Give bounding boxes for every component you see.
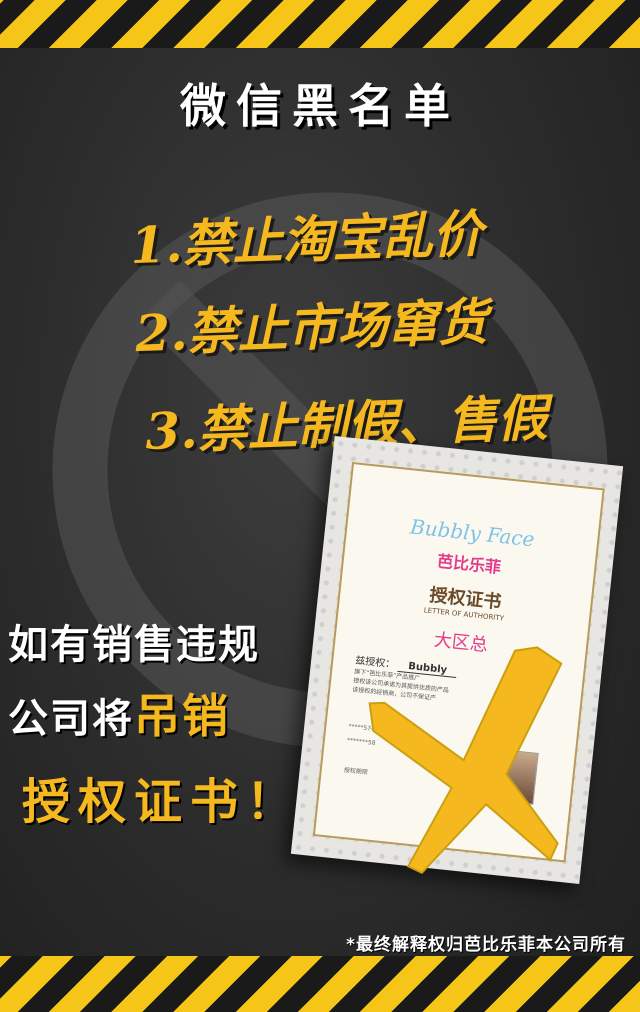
- warning-revoke-highlight: 吊销: [134, 689, 230, 743]
- hazard-stripe-top: [0, 0, 640, 48]
- warning-line-2: 公司将吊销: [8, 680, 230, 746]
- warning-line-2-prefix: 公司将: [8, 696, 134, 742]
- airplane-icon: [368, 646, 563, 875]
- page-title: 微信黑名单: [180, 79, 460, 133]
- hazard-stripe-bottom: [0, 956, 640, 1012]
- warning-line-1: 如有销售违规: [8, 622, 260, 668]
- footer-disclaimer: *最终解释权归芭比乐菲本公司所有: [346, 935, 626, 955]
- rule-1: 1.禁止淘宝乱价: [129, 203, 484, 276]
- warning-line-3: 授权证书！: [22, 774, 303, 830]
- rule-2: 2.禁止市场窜货: [134, 291, 489, 364]
